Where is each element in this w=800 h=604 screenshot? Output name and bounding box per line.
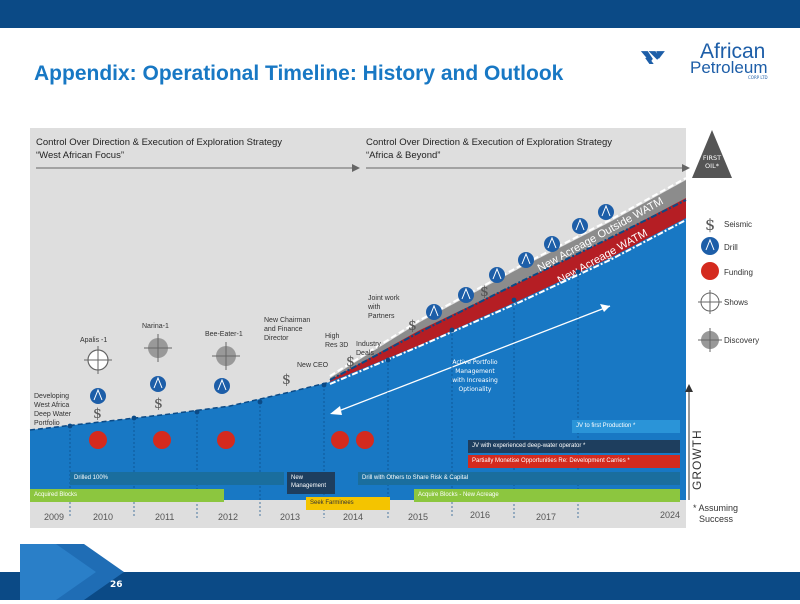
developing-line1: Developing	[34, 393, 70, 400]
legend-shows-icon	[698, 290, 722, 314]
chairman-line3: Director	[264, 335, 289, 342]
legend-seismic: Seismic	[724, 220, 753, 229]
timeline-dot	[67, 269, 581, 429]
milestone-apalis: Apalis -1	[80, 337, 108, 344]
phase-2-line1: Control Over Direction & Execution of Ex…	[366, 137, 613, 148]
milestone-chairman: New Chairman and Finance Director	[264, 316, 310, 343]
svg-text:$: $	[408, 318, 417, 334]
bar-drilled: Drilled 100%	[70, 472, 284, 485]
page-number: 26	[110, 580, 123, 590]
legend-seismic-icon: $	[705, 215, 715, 234]
milestone-bee-eater: Bee-Eater-1	[205, 331, 243, 338]
bar-acquired-blocks: Acquired Blocks	[30, 489, 224, 502]
year-label: 2015	[408, 512, 429, 522]
top-banner	[0, 0, 800, 28]
bottom-banner	[0, 572, 800, 600]
milestone-developing: Developing West Africa Deep Water Portfo…	[34, 392, 71, 428]
legend-funding-icon	[701, 262, 719, 280]
milestone-narina: Narina-1	[142, 323, 169, 330]
legend-drill: Drill	[724, 243, 738, 252]
developing-line3: Deep Water	[34, 411, 72, 418]
phase-2-line2: “Africa & Beyond”	[366, 150, 441, 161]
year-label: 2024	[660, 510, 681, 520]
milestone-industry: Industry Deals	[356, 340, 381, 358]
footnote: * Assuming Success	[693, 503, 738, 525]
year-label: 2012	[218, 512, 239, 522]
svg-text:$: $	[93, 406, 102, 422]
developing-line4: Portfolio	[34, 420, 60, 427]
joint-work-line1: Joint work	[368, 295, 400, 302]
milestone-high-res: High Res 3D	[325, 332, 348, 350]
drill-icon	[90, 204, 614, 404]
svg-text:$: $	[282, 372, 291, 388]
logo-wordmark: African	[700, 40, 766, 63]
developing-line2: West Africa	[34, 402, 70, 409]
page-title: Appendix: Operational Timeline: History …	[34, 62, 564, 85]
year-label: 2013	[280, 512, 301, 522]
legend-discovery-icon	[698, 328, 722, 352]
bar-jv-experienced: JV with experienced deep-water operator …	[468, 440, 680, 453]
growth-area	[30, 218, 686, 500]
year-label: 2011	[155, 512, 175, 522]
year-label: 2010	[93, 512, 114, 522]
legend-drill-icon	[701, 237, 719, 255]
active-portfolio-line3: with Increasing	[452, 377, 498, 384]
footnote-line1: * Assuming	[693, 503, 739, 513]
footnote-line2: Success	[699, 514, 734, 524]
legend-discovery: Discovery	[724, 336, 760, 345]
logo-tag: CORP LTD	[748, 75, 768, 80]
active-portfolio-label: Active Portfolio Management with Increas…	[445, 358, 505, 394]
chairman-line2: and Finance	[264, 326, 303, 333]
drill-rig-lines	[93, 204, 611, 401]
bar-jv-first-production: JV to first Production *	[572, 420, 680, 433]
active-portfolio-line2: Management	[455, 368, 495, 375]
growth-label: GROWTH	[690, 429, 704, 490]
bar-seek-farminees: Seek Farminees	[306, 497, 390, 510]
legend-funding: Funding	[724, 268, 753, 277]
svg-text:$: $	[154, 396, 163, 412]
footer-chevron-icon	[20, 544, 124, 600]
active-portfolio-line1: Active Portfolio	[452, 359, 498, 366]
bar-acquire-new-acreage: Acquire Blocks - New Acreage	[414, 489, 680, 502]
phase-2-header: Control Over Direction & Execution of Ex…	[366, 136, 612, 162]
year-label: 2009	[44, 512, 65, 522]
new-mgmt-line1: New	[291, 475, 304, 481]
joint-work-line3: Partners	[368, 313, 395, 320]
active-portfolio-line4: Optionality	[458, 386, 492, 393]
year-label: 2016	[470, 510, 491, 520]
first-oil-marker	[692, 130, 732, 178]
high-res-line2: Res 3D	[325, 342, 349, 349]
discovery-icon	[212, 342, 240, 370]
funding-icon	[89, 431, 374, 449]
phase-1-header: Control Over Direction & Execution of Ex…	[36, 136, 282, 162]
legend-shows: Shows	[724, 298, 749, 307]
first-oil-label: FIRST OIL*	[694, 154, 730, 170]
first-oil-line2: OIL*	[705, 162, 719, 170]
bar-new-management: New Management	[287, 472, 335, 494]
joint-work-line2: with	[368, 304, 381, 311]
new-mgmt-line2: Management	[291, 483, 327, 489]
industry-line2: Deals	[356, 350, 374, 357]
shows-icon	[84, 346, 112, 374]
first-oil-line1: FIRST	[702, 154, 722, 162]
svg-text:$: $	[346, 354, 355, 370]
logo-mark-icon	[640, 51, 665, 64]
bar-partially-monetise: Partially Monetise Opportunities Re: Dev…	[468, 455, 680, 468]
year-label: 2014	[343, 512, 364, 522]
bar-drill-with-others: Drill with Others to Share Risk & Capita…	[358, 472, 680, 485]
chairman-line1: New Chairman	[264, 317, 311, 324]
milestone-ceo: New CEO	[297, 362, 329, 369]
phase-1-line2: “West African Focus”	[36, 150, 124, 161]
industry-line1: Industry	[356, 341, 381, 348]
phase-1-line1: Control Over Direction & Execution of Ex…	[36, 137, 283, 148]
milestone-joint-work: Joint work with Partners	[368, 294, 400, 321]
year-label: 2017	[536, 512, 557, 522]
high-res-line1: High	[325, 333, 340, 340]
discovery-icon	[144, 334, 172, 362]
svg-text:$: $	[480, 284, 489, 300]
logo-wordmark-2: Petroleum	[690, 58, 768, 77]
seismic-icon: $ $ $ $ $ $	[93, 284, 489, 422]
